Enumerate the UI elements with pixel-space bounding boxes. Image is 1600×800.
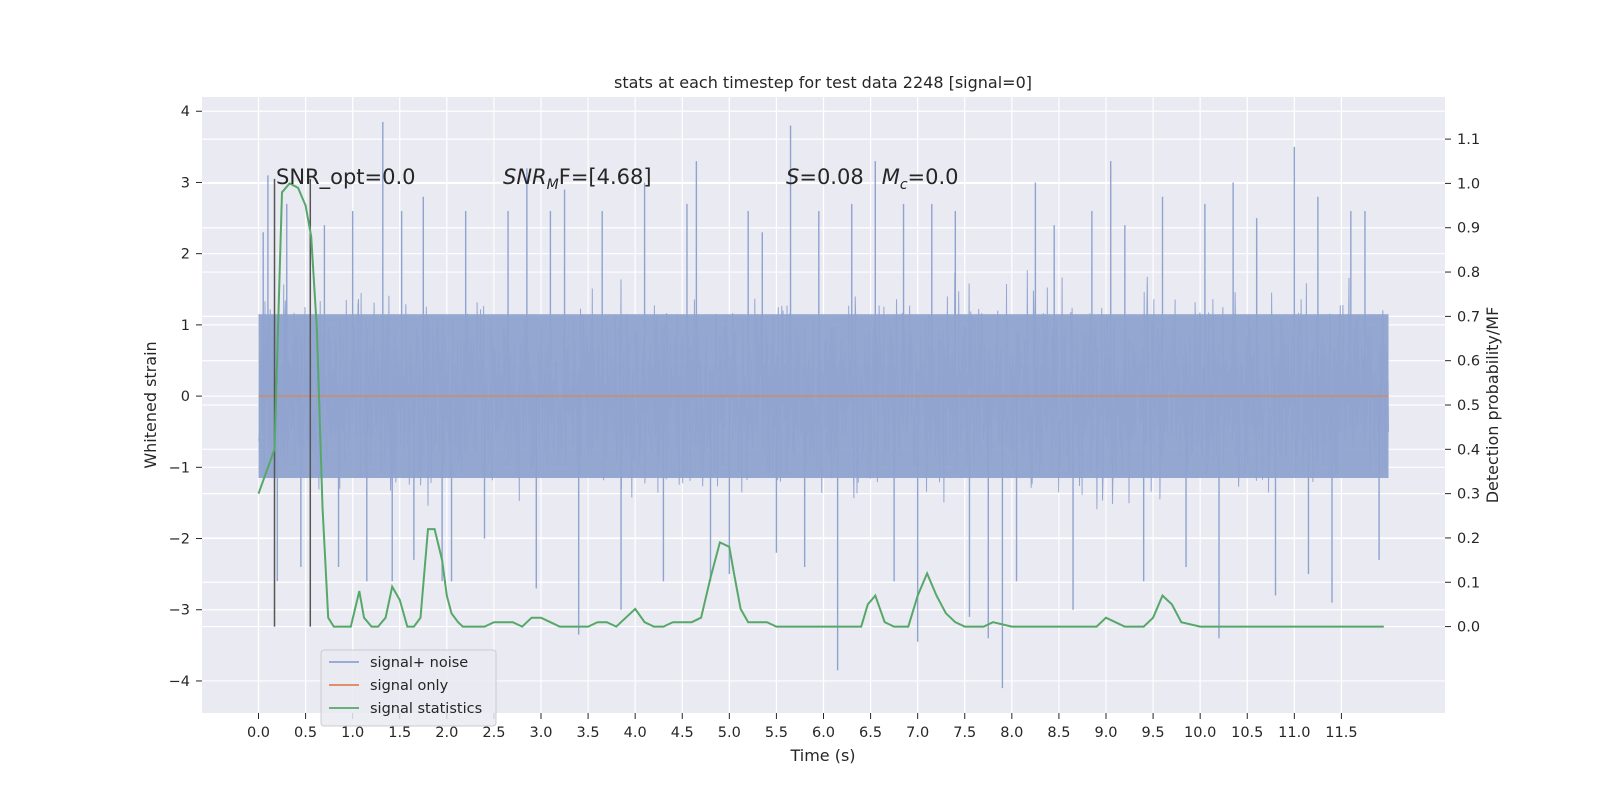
y2-tick-label: 1.1 bbox=[1457, 132, 1480, 148]
x-tick-label: 11.5 bbox=[1325, 725, 1357, 741]
y-tick-label: −1 bbox=[169, 460, 190, 476]
y-tick-label: 0 bbox=[181, 389, 190, 405]
x-tick-label: 8.0 bbox=[1000, 725, 1023, 741]
y-tick-label: 3 bbox=[181, 175, 190, 191]
y-tick-label: 2 bbox=[181, 247, 190, 263]
annotation-snr-mf: SNRMF=[4.68] bbox=[503, 165, 652, 193]
mc-label: M bbox=[882, 165, 900, 189]
y2-tick-label: 0.2 bbox=[1457, 531, 1480, 547]
y2-tick-label: 0.1 bbox=[1457, 575, 1480, 591]
x-tick-label: 1.0 bbox=[341, 725, 364, 741]
x-tick-label: 10.0 bbox=[1184, 725, 1216, 741]
y2-tick-label: 0.9 bbox=[1457, 221, 1480, 237]
legend: signal+ noise signal only signal statist… bbox=[320, 649, 497, 727]
y2-tick-label: 0.8 bbox=[1457, 265, 1480, 281]
x-tick-label: 2.5 bbox=[482, 725, 505, 741]
x-tick-label: 6.5 bbox=[859, 725, 882, 741]
mc-value: =0.0 bbox=[908, 165, 959, 189]
x-tick-label: 9.0 bbox=[1094, 725, 1117, 741]
y-tick-label: −4 bbox=[169, 674, 190, 690]
x-tick-label: 4.0 bbox=[624, 725, 647, 741]
statistics-line bbox=[257, 182, 1384, 628]
x-axis-label: Time (s) bbox=[789, 746, 855, 765]
y-tick-label: −2 bbox=[169, 532, 190, 548]
y2-tick-label: 1.0 bbox=[1457, 176, 1480, 192]
x-tick-label: 7.0 bbox=[906, 725, 929, 741]
y2-tick-label: 0.0 bbox=[1457, 620, 1480, 636]
x-tick-label: 5.0 bbox=[718, 725, 741, 741]
x-tick-label: 11.0 bbox=[1278, 725, 1310, 741]
legend-label-signal-statistics: signal statistics bbox=[370, 701, 482, 717]
x-tick-label: 5.5 bbox=[765, 725, 788, 741]
snr-mf-suffix: F=[4.68] bbox=[559, 165, 652, 189]
y2-tick-label: 0.5 bbox=[1457, 398, 1480, 414]
vertical-markers bbox=[273, 178, 312, 627]
y2-tick-label: 0.7 bbox=[1457, 309, 1480, 325]
annotation-s-mc: S=0.08 Mc=0.0 bbox=[786, 165, 959, 193]
s-label: S bbox=[786, 165, 799, 189]
annotation-snr-opt: SNR_opt=0.0 bbox=[276, 165, 416, 190]
x-axis-ticks: 0.0 0.5 1.0 1.5 2.0 2.5 3.0 3.5 4.0 4.5 5.0 5.5 6.0 6… bbox=[247, 713, 1358, 741]
series-signal-statistics bbox=[257, 182, 1384, 628]
x-tick-label: 8.5 bbox=[1047, 725, 1070, 741]
x-tick-label: 10.5 bbox=[1231, 725, 1263, 741]
legend-box bbox=[320, 649, 497, 727]
x-tick-label: 2.0 bbox=[435, 725, 458, 741]
x-tick-label: 3.5 bbox=[577, 725, 600, 741]
noise-trace bbox=[258, 270, 1389, 510]
x-tick-label: 6.0 bbox=[812, 725, 835, 741]
legend-label-signal-plus-noise: signal+ noise bbox=[370, 655, 468, 671]
snr-mf-subscript: M bbox=[547, 177, 559, 193]
chart-title: stats at each timestep for test data 224… bbox=[614, 73, 1032, 92]
y2-axis-label: Detection probability/MF bbox=[1483, 307, 1502, 504]
y-axis-ticks: 4 3 2 1 0 −1 −2 −3 −4 bbox=[169, 104, 202, 690]
x-tick-label: 4.5 bbox=[671, 725, 694, 741]
y2-tick-label: 0.3 bbox=[1457, 487, 1480, 503]
x-tick-label: 9.5 bbox=[1142, 725, 1165, 741]
y2-axis-ticks: 1.1 1.0 0.9 0.8 0.7 0.6 0.5 0.4 0.3 0.2 0.1 0.0 bbox=[1445, 132, 1480, 636]
y-tick-label: 4 bbox=[181, 104, 190, 120]
y2-tick-label: 0.6 bbox=[1457, 354, 1480, 370]
y2-tick-label: 0.4 bbox=[1457, 442, 1480, 458]
x-tick-label: 1.5 bbox=[388, 725, 411, 741]
x-tick-label: 0.5 bbox=[294, 725, 317, 741]
x-tick-label: 0.0 bbox=[247, 725, 270, 741]
y-axis-label: Whitened strain bbox=[141, 341, 160, 468]
x-tick-label: 3.0 bbox=[529, 725, 552, 741]
y-tick-label: 1 bbox=[181, 318, 190, 334]
y-tick-label: −3 bbox=[169, 603, 190, 619]
s-value: =0.08 bbox=[799, 165, 863, 189]
legend-label-signal-only: signal only bbox=[370, 678, 449, 694]
snr-mf-prefix: SNR bbox=[503, 165, 547, 189]
mc-subscript: c bbox=[900, 177, 908, 193]
x-tick-label: 7.5 bbox=[953, 725, 976, 741]
